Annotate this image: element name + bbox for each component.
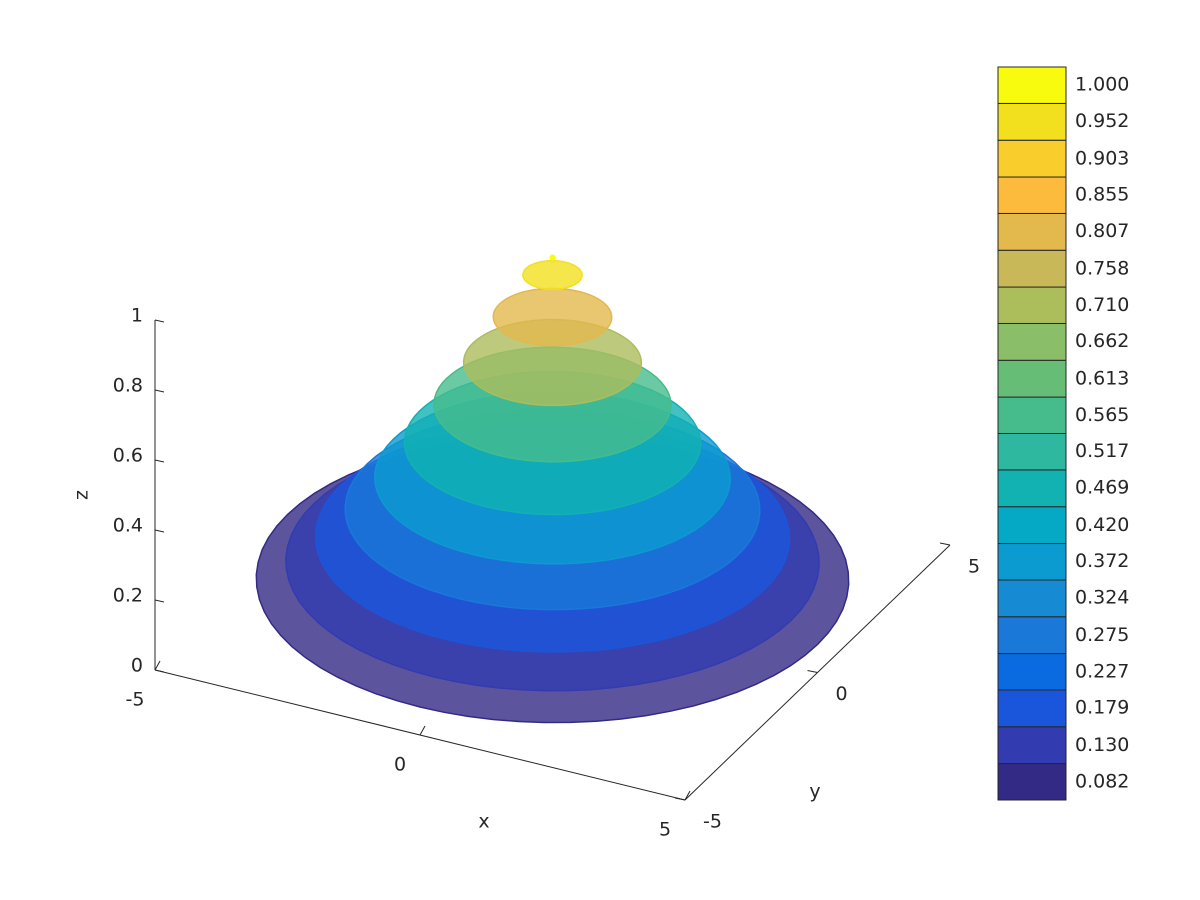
- y-tick-label: -5: [703, 811, 722, 833]
- y-tick: [807, 670, 818, 673]
- colorbar-tick-label: 0.082: [1075, 770, 1129, 792]
- colorbar-band: [997, 176, 1067, 214]
- colorbar-band: [997, 359, 1067, 398]
- x-tick: [684, 790, 691, 801]
- colorbar-band: [997, 616, 1067, 655]
- x-tick: [419, 725, 426, 736]
- colorbar-tick-label: 0.372: [1075, 550, 1129, 572]
- colorbar-tick-label: 0.710: [1075, 294, 1129, 316]
- colorbar-band: [997, 396, 1067, 434]
- y-tick: [939, 542, 951, 546]
- colorbar-tick-label: 0.469: [1075, 477, 1129, 499]
- colorbar-band: [997, 249, 1067, 288]
- colorbar-band: [997, 433, 1067, 471]
- colorbar-tick-label: 0.952: [1075, 110, 1129, 132]
- colorbar-band: [997, 543, 1067, 581]
- z-tick-label: 0.6: [113, 445, 143, 467]
- colorbar-band: [997, 322, 1067, 361]
- z-tick-label: 0.8: [113, 375, 143, 397]
- z-tick: [154, 599, 165, 603]
- z-tick: [154, 459, 165, 463]
- colorbar-tick-label: 0.613: [1075, 367, 1129, 389]
- colorbar-band: [997, 579, 1067, 618]
- colorbar-band: [997, 689, 1067, 728]
- colorbar-tick-label: 0.903: [1075, 147, 1129, 169]
- x-tick-label: -5: [126, 689, 145, 711]
- y-tick-label: 0: [836, 683, 848, 705]
- colorbar-band: [997, 506, 1067, 545]
- colorbar-band: [997, 286, 1067, 324]
- z-tick-label: 0.4: [113, 515, 143, 537]
- colorbar-band: [997, 102, 1067, 141]
- colorbar-tick-label: 0.565: [1075, 404, 1129, 426]
- colorbar-band: [997, 212, 1067, 251]
- z-tick-label: 0.2: [113, 585, 143, 607]
- z-tick: [154, 389, 165, 393]
- colorbar-band: [997, 66, 1067, 104]
- surface-ring: [462, 318, 643, 407]
- surface-ring: [522, 259, 583, 291]
- colorbar-tick-label: 0.179: [1075, 697, 1129, 719]
- colorbar-tick-label: 0.662: [1075, 330, 1129, 352]
- colorbar-tick-label: 0.758: [1075, 257, 1129, 279]
- colorbar-tick-label: 0.227: [1075, 660, 1129, 682]
- x-tick: [154, 660, 161, 671]
- colorbar-band: [997, 469, 1067, 508]
- z-tick-label: 0: [131, 655, 143, 677]
- colorbar-band: [997, 726, 1067, 765]
- z-tick: [154, 669, 165, 673]
- z-tick: [154, 319, 165, 323]
- surface-peak: [549, 254, 556, 261]
- z-tick-label: 1: [131, 305, 143, 327]
- z-tick: [154, 529, 165, 533]
- x-axis-label: x: [478, 811, 489, 833]
- colorbar-tick-label: 0.420: [1075, 514, 1129, 536]
- y-tick: [674, 797, 686, 801]
- colorbar-tick-label: 0.807: [1075, 220, 1129, 242]
- surface-ring: [492, 287, 613, 347]
- colorbar-band: [997, 653, 1067, 691]
- colorbar-band: [997, 139, 1067, 178]
- colorbar-tick-label: 1.000: [1075, 74, 1129, 96]
- z-axis-label: z: [71, 490, 93, 500]
- colorbar-tick-label: 0.130: [1075, 734, 1129, 756]
- colorbar-tick-label: 0.517: [1075, 440, 1129, 462]
- colorbar-tick-label: 0.855: [1075, 184, 1129, 206]
- y-axis-label: y: [809, 781, 820, 803]
- y-tick-label: 5: [968, 556, 980, 578]
- colorbar-tick-label: 0.275: [1075, 624, 1129, 646]
- colorbar-band: [997, 763, 1067, 801]
- x-tick-label: 5: [659, 819, 671, 841]
- colorbar-tick-label: 0.324: [1075, 587, 1129, 609]
- x-tick-label: 0: [394, 754, 406, 776]
